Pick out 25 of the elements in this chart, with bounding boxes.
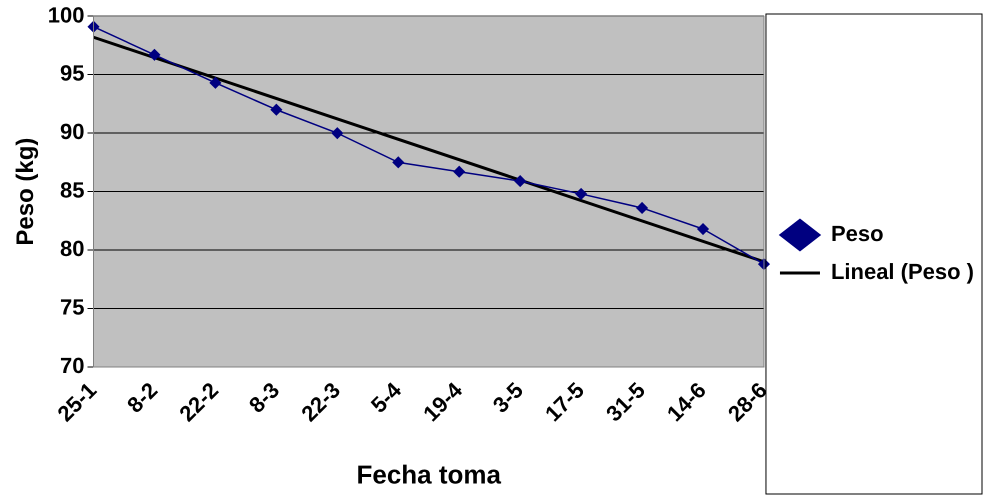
point bbox=[575, 188, 587, 200]
point bbox=[697, 223, 709, 235]
x-tick-label: 3-5 bbox=[488, 377, 528, 418]
y-tick-label: 80 bbox=[60, 236, 85, 262]
point bbox=[453, 166, 465, 178]
point bbox=[270, 104, 282, 116]
y-tick-label: 90 bbox=[60, 119, 85, 144]
point bbox=[210, 77, 222, 89]
y-tick-label: 70 bbox=[60, 353, 85, 378]
legend-label: Lineal (Peso ) bbox=[830, 259, 974, 284]
point bbox=[148, 49, 160, 61]
y-axis-title: Peso (kg) bbox=[12, 138, 40, 246]
x-tick-label: 5-4 bbox=[366, 376, 407, 418]
legend-label: Peso bbox=[830, 221, 884, 246]
point bbox=[332, 127, 344, 139]
y-tick-label: 75 bbox=[60, 294, 85, 320]
y-tick-label: 95 bbox=[60, 60, 85, 86]
x-axis-title: Fecha toma bbox=[356, 460, 502, 490]
point bbox=[392, 156, 404, 168]
x-tick-label: 8-3 bbox=[244, 377, 284, 418]
y-tick-label: 100 bbox=[48, 2, 85, 28]
x-tick-label: 8-2 bbox=[122, 377, 162, 418]
point bbox=[636, 202, 648, 214]
y-tick-label: 85 bbox=[60, 178, 85, 203]
point bbox=[514, 175, 526, 187]
